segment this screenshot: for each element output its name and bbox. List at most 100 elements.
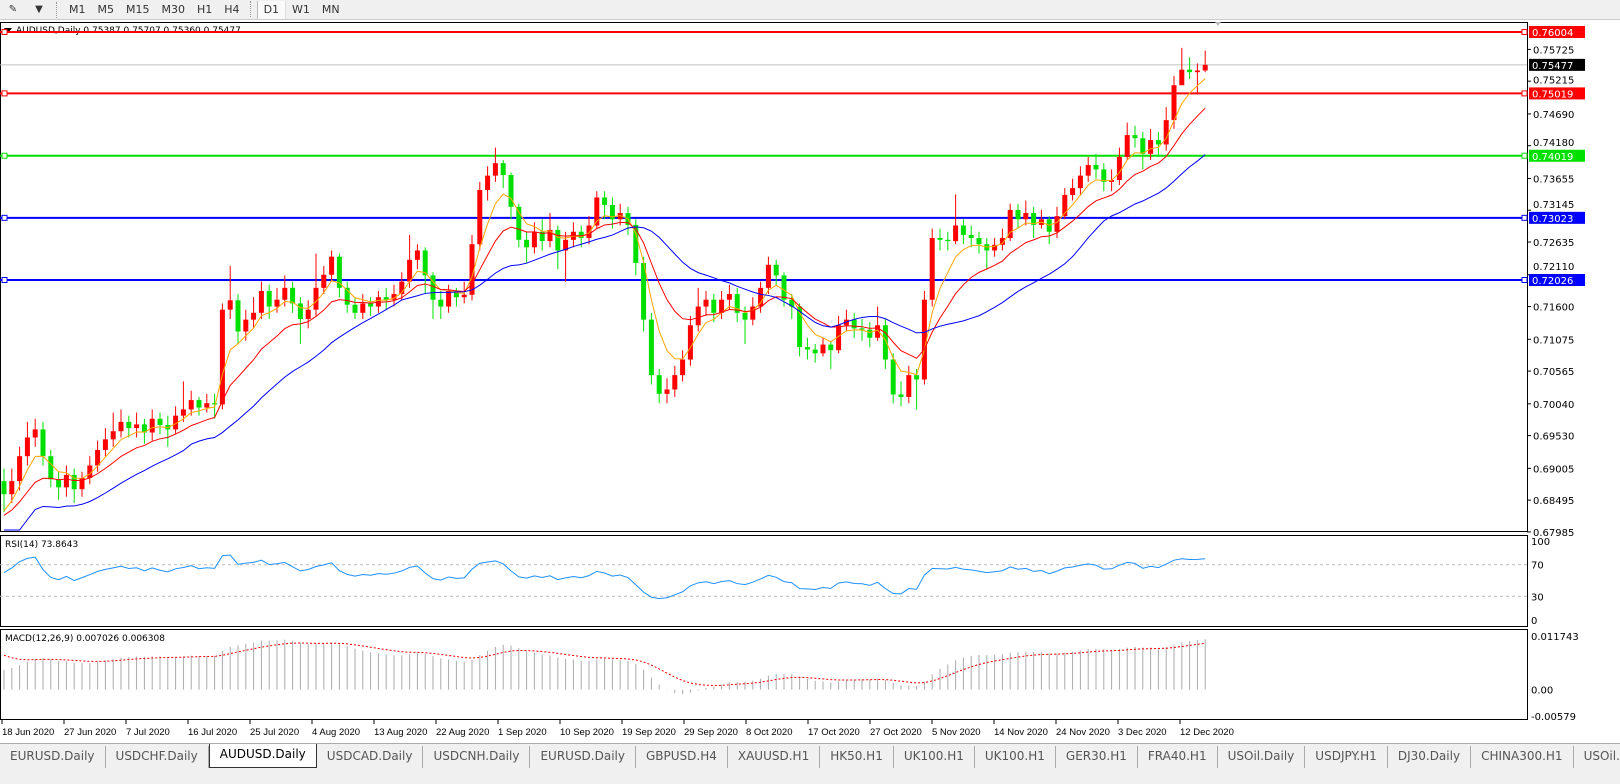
- candle: [321, 266, 327, 295]
- candle-body: [711, 299, 717, 313]
- candle: [1070, 178, 1076, 201]
- candle: [336, 253, 342, 298]
- chart-tab[interactable]: UK100.H1: [975, 746, 1056, 768]
- date-label: 12 Dec 2020: [1180, 727, 1234, 738]
- candle: [17, 446, 23, 491]
- candle: [906, 365, 912, 404]
- price-tick-label: 0.70040: [1533, 400, 1574, 411]
- candle-body: [797, 306, 803, 348]
- candle: [555, 225, 561, 270]
- date-label: 8 Oct 2020: [746, 727, 792, 738]
- candle-body: [344, 287, 350, 305]
- chart-tab[interactable]: EURUSD.Daily: [0, 746, 106, 768]
- level-price-badge: [1529, 274, 1585, 286]
- chart-tab[interactable]: AUDUSD.Daily: [208, 744, 317, 768]
- chart-tab[interactable]: UK100.H1: [894, 746, 975, 768]
- date-label: 25 Jul 2020: [250, 727, 299, 738]
- level-handle-left: [1, 214, 8, 221]
- candle-body: [1015, 209, 1021, 220]
- candle-body: [516, 206, 522, 240]
- chart-tab[interactable]: EURUSD.Daily: [530, 746, 636, 768]
- candle-body: [204, 403, 210, 408]
- macd-signal-line: [3, 642, 1206, 686]
- candle: [1116, 147, 1122, 185]
- candle: [711, 294, 717, 323]
- candle-body: [95, 449, 101, 466]
- candle-body: [812, 349, 818, 354]
- timeframe-m5[interactable]: M5: [97, 2, 115, 16]
- candle-body: [1194, 70, 1200, 73]
- candle: [1179, 47, 1185, 86]
- candle-body: [297, 303, 303, 320]
- candle: [734, 287, 740, 323]
- candle-body: [672, 375, 678, 390]
- chart-tab[interactable]: GER30.H1: [1056, 746, 1138, 768]
- candle: [914, 368, 920, 410]
- candle: [126, 415, 132, 438]
- chart-tab[interactable]: USOil.: [1574, 746, 1620, 768]
- chart-tab[interactable]: USDJPY.H1: [1305, 746, 1388, 768]
- chart-canvas[interactable]: AUDUSD,Daily 0.75387 0.75707 0.75360 0.7…: [0, 20, 1620, 742]
- timeframe-h4[interactable]: H4: [224, 2, 240, 16]
- timeframe-d1[interactable]: D1: [256, 0, 287, 19]
- candle: [695, 287, 701, 332]
- rsi-tick-label: 30: [1531, 592, 1544, 603]
- candle: [984, 237, 990, 270]
- timeframe-m30[interactable]: M30: [161, 2, 186, 16]
- candle-body: [360, 303, 366, 313]
- chart-tab[interactable]: CHINA300.H1: [1471, 746, 1574, 768]
- candle: [188, 390, 194, 416]
- candle: [258, 281, 264, 320]
- chevron-down-icon[interactable]: ▼: [35, 4, 43, 15]
- candle: [547, 213, 553, 248]
- chart-tab[interactable]: GBPUSD.H4: [636, 746, 728, 768]
- chart-tab[interactable]: HK50.H1: [820, 746, 894, 768]
- level-price-badge: [1529, 26, 1585, 38]
- candle: [531, 222, 537, 254]
- chart-tab[interactable]: USDCNH.Daily: [423, 746, 531, 768]
- timeframe-mn[interactable]: MN: [321, 2, 340, 16]
- chart-tab[interactable]: XAUUSD.H1: [728, 746, 821, 768]
- candle-body: [414, 250, 420, 260]
- candle-body: [399, 281, 405, 295]
- candle-body: [227, 300, 233, 310]
- candle-body: [937, 237, 943, 240]
- price-tick-label: 0.73655: [1533, 174, 1574, 185]
- candle-body: [1054, 216, 1060, 232]
- candle: [383, 287, 389, 310]
- date-label: 24 Nov 2020: [1056, 727, 1110, 738]
- candle-body: [687, 325, 693, 360]
- candle-body: [734, 294, 740, 313]
- chart-tab[interactable]: USDCHF.Daily: [106, 746, 209, 768]
- timeframe-w1[interactable]: W1: [292, 2, 310, 16]
- chart-tab[interactable]: USDCAD.Daily: [317, 746, 424, 768]
- chart-tab[interactable]: FRA40.H1: [1138, 746, 1218, 768]
- candle: [882, 319, 888, 369]
- candle-body: [313, 287, 319, 310]
- candle-body: [750, 306, 756, 320]
- chart-window[interactable]: AUDUSD,Daily 0.75387 0.75707 0.75360 0.7…: [0, 20, 1620, 742]
- line-tools-icon[interactable]: ✎: [8, 4, 18, 15]
- chart-tab[interactable]: DJ30.Daily: [1388, 746, 1472, 768]
- chart-tab[interactable]: USOil.Daily: [1218, 746, 1306, 768]
- candle: [968, 225, 974, 248]
- date-label: 18 Jun 2020: [2, 727, 54, 738]
- timeframe-m15[interactable]: M15: [126, 2, 150, 16]
- candle-body: [531, 231, 537, 248]
- candle-body: [882, 325, 888, 360]
- candle: [516, 203, 522, 248]
- candle: [352, 297, 358, 320]
- candle-body: [391, 294, 397, 300]
- candle-body: [157, 418, 163, 426]
- candle: [921, 290, 927, 385]
- candle: [609, 197, 615, 229]
- timeframe-h1[interactable]: H1: [197, 2, 213, 16]
- candle-body: [336, 256, 342, 288]
- level-price-label: 0.73023: [1532, 214, 1573, 225]
- date-label: 1 Sep 2020: [498, 727, 547, 738]
- candle: [1194, 63, 1200, 95]
- candle-body: [789, 299, 795, 307]
- timeframe-m1[interactable]: M1: [69, 2, 86, 16]
- price-tick-label: 0.67985: [1533, 528, 1574, 539]
- macd-pane-frame: [0, 629, 1528, 720]
